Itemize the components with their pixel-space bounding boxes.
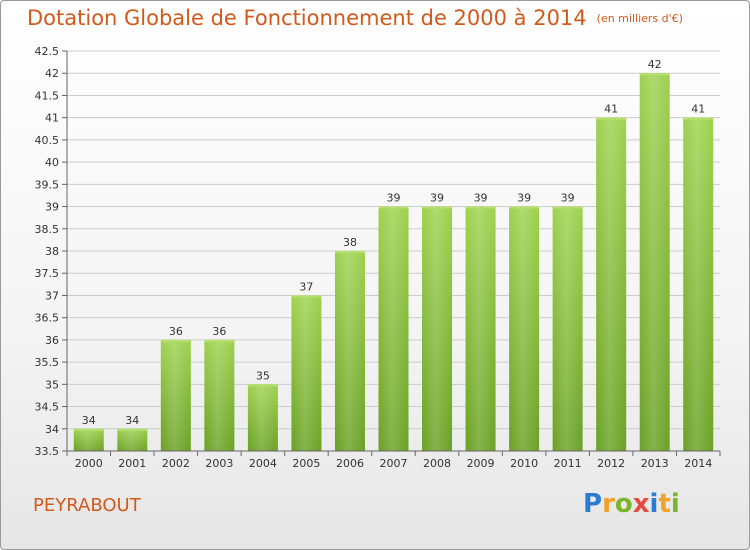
bar-highlight bbox=[639, 73, 670, 451]
bar-value-label: 35 bbox=[256, 369, 270, 382]
chart-title: Dotation Globale de Fonctionnement de 20… bbox=[27, 6, 683, 30]
bar-highlight bbox=[509, 206, 540, 451]
bar-highlight bbox=[465, 206, 496, 451]
logo-letter: t bbox=[658, 489, 671, 519]
bar-highlight bbox=[204, 339, 235, 451]
x-tick-label: 2002 bbox=[162, 457, 190, 470]
bar-top-edge bbox=[422, 206, 453, 209]
logo-letter: i bbox=[649, 489, 659, 519]
bar-value-label: 39 bbox=[430, 192, 444, 205]
bar-top-edge bbox=[291, 295, 322, 298]
bar-highlight bbox=[683, 117, 714, 452]
y-tick-label: 33.5 bbox=[35, 445, 60, 458]
x-tick-label: 2011 bbox=[554, 457, 582, 470]
bar-value-label: 39 bbox=[561, 192, 575, 205]
logo-letter: P bbox=[583, 489, 603, 519]
bar-highlight bbox=[378, 206, 409, 451]
title-main: Dotation Globale de Fonctionnement de 20… bbox=[27, 6, 587, 30]
bar-top-edge bbox=[683, 117, 714, 120]
bar-highlight bbox=[117, 428, 148, 451]
bar-value-label: 37 bbox=[299, 280, 313, 293]
bar-highlight bbox=[160, 339, 191, 451]
bar-top-edge bbox=[204, 339, 235, 342]
logo-letter: x bbox=[632, 489, 650, 519]
bar-value-label: 34 bbox=[125, 414, 139, 427]
x-tick-label: 2009 bbox=[467, 457, 495, 470]
bar-value-label: 41 bbox=[691, 103, 705, 116]
bar-value-label: 41 bbox=[604, 103, 618, 116]
bar-value-label: 39 bbox=[474, 192, 488, 205]
y-tick-label: 35 bbox=[45, 378, 59, 391]
bar-top-edge bbox=[73, 428, 104, 431]
axis-layer: 33.5 34 34.5 35 35.5 36 36.5 37 37.5 38 38.5 39 39.5… bbox=[35, 45, 721, 470]
bar-highlight bbox=[552, 206, 583, 451]
bar-value-label: 39 bbox=[387, 192, 401, 205]
bar-top-edge bbox=[378, 206, 409, 209]
title-unit: (en milliers d'€) bbox=[596, 12, 683, 25]
bar-top-edge bbox=[509, 206, 540, 209]
bar-highlight bbox=[73, 428, 104, 451]
bar-highlight bbox=[247, 384, 278, 451]
y-tick-label: 36.5 bbox=[35, 312, 60, 325]
bar-value-label: 42 bbox=[648, 58, 662, 71]
x-tick-label: 2006 bbox=[336, 457, 364, 470]
logo-letter: i bbox=[670, 489, 680, 519]
y-tick-label: 40.5 bbox=[35, 134, 60, 147]
bar-value-label: 36 bbox=[169, 325, 183, 338]
bar-highlight bbox=[291, 295, 322, 451]
y-tick-label: 37.5 bbox=[35, 267, 60, 280]
proxiti-logo: Proxiti bbox=[583, 489, 680, 519]
x-tick-label: 2013 bbox=[641, 457, 669, 470]
y-tick-label: 39 bbox=[45, 201, 59, 214]
x-tick-label: 2004 bbox=[249, 457, 277, 470]
x-tick-label: 2007 bbox=[380, 457, 408, 470]
y-tick-label: 34.5 bbox=[35, 401, 60, 414]
bar-top-edge bbox=[247, 384, 278, 387]
x-tick-label: 2010 bbox=[510, 457, 538, 470]
y-tick-label: 42 bbox=[45, 67, 59, 80]
x-tick-label: 2005 bbox=[292, 457, 320, 470]
x-tick-label: 2000 bbox=[75, 457, 103, 470]
y-tick-label: 37 bbox=[45, 289, 59, 302]
bar-value-label: 39 bbox=[517, 192, 531, 205]
y-tick-label: 35.5 bbox=[35, 356, 60, 369]
x-tick-label: 2003 bbox=[205, 457, 233, 470]
x-tick-label: 2001 bbox=[118, 457, 146, 470]
bar-top-edge bbox=[552, 206, 583, 209]
y-tick-label: 42.5 bbox=[35, 45, 60, 58]
bar-top-edge bbox=[639, 73, 670, 76]
bar-top-edge bbox=[117, 428, 148, 431]
y-tick-label: 38.5 bbox=[35, 223, 60, 236]
logo-letter: o bbox=[614, 489, 633, 519]
x-tick-label: 2014 bbox=[684, 457, 712, 470]
y-tick-label: 38 bbox=[45, 245, 59, 258]
y-tick-label: 36 bbox=[45, 334, 59, 347]
y-tick-label: 39.5 bbox=[35, 178, 60, 191]
bar-top-edge bbox=[160, 339, 191, 342]
bar-value-label: 36 bbox=[212, 325, 226, 338]
y-tick-label: 34 bbox=[45, 423, 59, 436]
commune-name: PEYRABOUT bbox=[33, 495, 141, 516]
bar-value-label: 34 bbox=[82, 414, 96, 427]
bar-highlight bbox=[422, 206, 453, 451]
bar-layer: 34 34 36 36 35 37 38 39 39 39 39 39 41 42 41 bbox=[73, 58, 714, 452]
bar-value-label: 38 bbox=[343, 236, 357, 249]
bar-top-edge bbox=[465, 206, 496, 209]
logo-letter: r bbox=[602, 489, 615, 519]
x-tick-label: 2012 bbox=[597, 457, 625, 470]
bar-top-edge bbox=[334, 251, 365, 253]
y-tick-label: 40 bbox=[45, 156, 59, 169]
y-tick-label: 41 bbox=[45, 112, 59, 125]
x-tick-label: 2008 bbox=[423, 457, 451, 470]
bar-highlight bbox=[596, 117, 627, 452]
bar-top-edge bbox=[596, 117, 627, 120]
y-tick-label: 41.5 bbox=[35, 89, 60, 102]
bar-highlight bbox=[334, 251, 365, 451]
